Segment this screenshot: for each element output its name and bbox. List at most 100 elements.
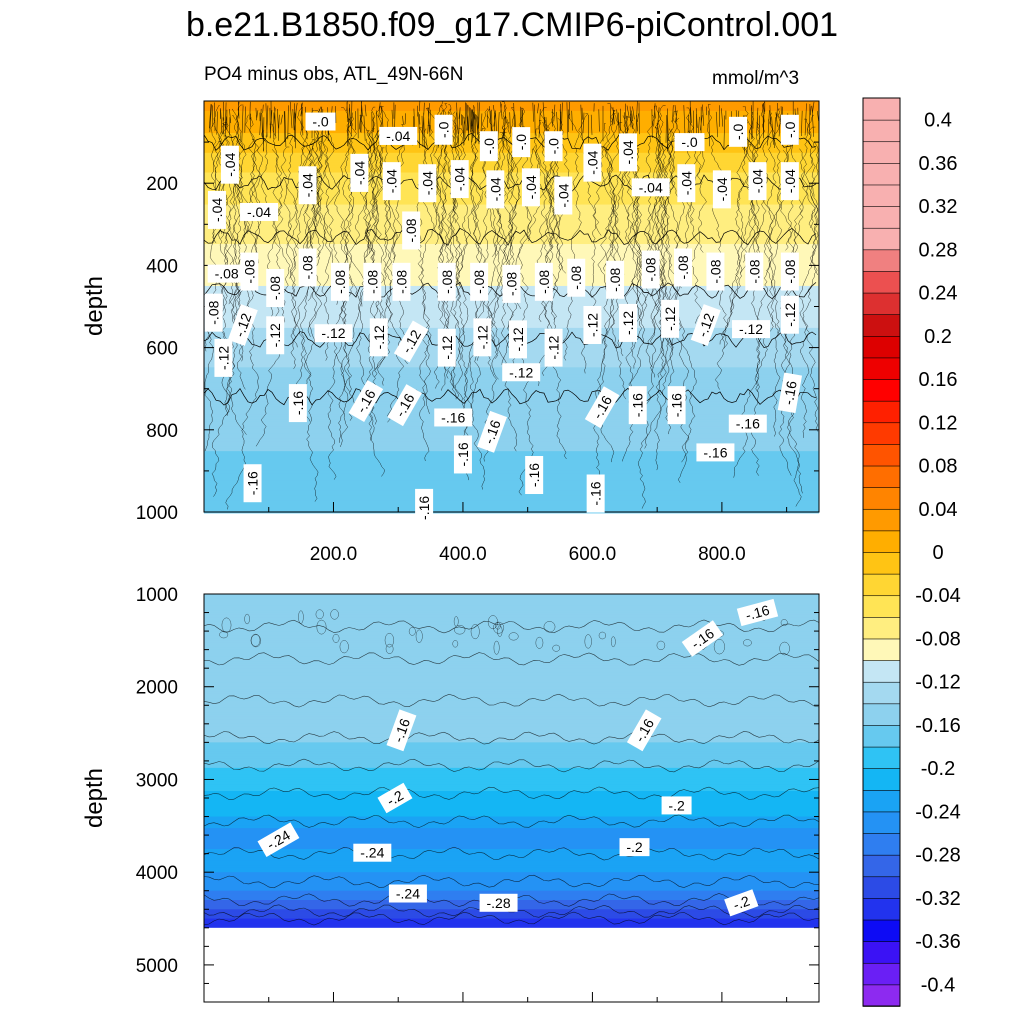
contour-label-box xyxy=(207,190,226,229)
upper-fill-band xyxy=(204,244,819,248)
contour-label-box xyxy=(521,168,540,207)
lower-fill-band xyxy=(204,712,819,716)
contour-label-box xyxy=(214,338,233,377)
upper-contour-label-54: -.12 xyxy=(508,320,527,359)
lower-fill-band xyxy=(204,823,819,827)
upper-fill-band xyxy=(204,443,819,447)
lower-fill-band xyxy=(204,763,819,767)
contour-label-box xyxy=(512,127,531,158)
upper-contour-boundary xyxy=(203,132,817,152)
upper-contour-label-7: -.0 xyxy=(729,116,748,147)
upper-fill-band xyxy=(204,416,819,420)
lower-fill-band xyxy=(204,916,819,920)
upper-fill-band xyxy=(204,465,819,470)
lower-contour-line xyxy=(203,758,820,773)
upper-fill-band xyxy=(204,448,819,452)
lower-contour-eddy xyxy=(332,633,340,643)
colorbar-box xyxy=(862,465,901,488)
upper-contour-label-1: -.04 xyxy=(379,126,418,145)
lower-fill-band xyxy=(204,772,819,776)
upper-fill-band xyxy=(204,382,819,386)
lower-contour-eddy xyxy=(339,640,349,654)
lower-fill-band xyxy=(204,665,819,669)
upper-fill-band xyxy=(204,461,819,465)
contour-label-text: -.04 xyxy=(620,140,636,164)
contour-label-box xyxy=(220,145,239,184)
upper-contour-label-47: -.12 xyxy=(227,304,258,346)
contour-label-text: -.04 xyxy=(452,167,468,191)
colorbar-tick-label: -0.04 xyxy=(915,585,961,607)
upper-contour-label-34: -.08 xyxy=(392,262,411,301)
upper-fill-band xyxy=(204,495,819,499)
upper-fill-band xyxy=(204,463,819,467)
contour-label-text: -.12 xyxy=(439,335,455,359)
colorbar-tick-label: -0.4 xyxy=(921,974,955,996)
contour-label-box xyxy=(387,384,422,427)
colorbar-box xyxy=(862,400,901,424)
upper-ytick-label: 800 xyxy=(146,421,178,442)
lower-contour-label-10: -.28 xyxy=(479,893,518,912)
contour-label-text: -.24 xyxy=(396,886,420,902)
upper-fill-band xyxy=(204,502,819,507)
upper-fill-band xyxy=(204,485,819,489)
lower-fill-band xyxy=(204,640,819,644)
upper-fill-band xyxy=(204,145,819,149)
upper-contour-label-59: -.12 xyxy=(690,304,721,346)
colorbar-box xyxy=(862,249,901,272)
lower-ylabel: depth xyxy=(81,768,108,828)
contour-label-text: -.08 xyxy=(267,276,283,300)
lower-fill-band xyxy=(204,913,819,917)
upper-fill-band xyxy=(204,414,819,418)
upper-fill-band xyxy=(204,199,819,203)
upper-contour-label-71: -.16 xyxy=(667,386,686,425)
upper-fill-band xyxy=(204,189,819,193)
upper-contour-label-46: -.08 xyxy=(204,293,223,332)
upper-fill-band xyxy=(204,174,819,179)
lower-contour-eddy xyxy=(497,625,503,637)
lower-fill-band xyxy=(204,700,819,704)
lower-fill-band xyxy=(204,821,819,825)
lower-fill-band xyxy=(204,825,819,829)
upper-fill-band xyxy=(204,431,819,435)
lower-fill-band xyxy=(204,765,819,769)
lower-contour-line xyxy=(203,911,820,926)
contour-label-box xyxy=(508,320,527,359)
contour-label-box xyxy=(470,262,489,301)
upper-fill-band xyxy=(204,241,819,245)
colorbar-box xyxy=(862,227,901,251)
lower-fill-band xyxy=(204,842,819,845)
lower-fill-band xyxy=(204,839,819,843)
colorbar-tick-label: 0.32 xyxy=(919,196,958,218)
lower-fill-band xyxy=(204,760,819,764)
colorbar-tick-label: -0.08 xyxy=(915,628,961,650)
contour-label-box xyxy=(434,408,473,427)
upper-fill-band xyxy=(204,101,819,105)
colorbar-tick-label: 0 xyxy=(932,542,943,564)
upper-contour-label-37: -.08 xyxy=(502,264,521,303)
colorbar-box xyxy=(862,724,901,748)
lower-fill-band xyxy=(204,635,819,639)
lower-contour-eddy xyxy=(543,621,556,633)
upper-fill-band xyxy=(204,384,819,388)
lower-ytick-label: 3000 xyxy=(136,770,178,791)
upper-contour-label-38: -.08 xyxy=(534,262,553,301)
lower-fill-band xyxy=(204,807,819,811)
colorbar-box xyxy=(862,184,901,207)
upper-contour-label-33: -.08 xyxy=(363,262,382,301)
lower-fill-band xyxy=(204,698,819,702)
lower-fill-band xyxy=(204,626,819,630)
upper-contour-label-55: -.12 xyxy=(544,328,563,367)
contour-label-box xyxy=(736,598,779,627)
contour-label-text: -.16 xyxy=(441,409,465,425)
upper-contour-label-48: -.12 xyxy=(266,316,285,355)
upper-fill-band xyxy=(204,394,819,398)
lower-fill-band xyxy=(204,716,819,720)
contour-label-text: -.04 xyxy=(750,169,766,193)
upper-fill-band xyxy=(204,137,819,142)
lower-fill-band xyxy=(204,679,819,683)
upper-fill-band xyxy=(204,359,819,363)
contour-label-text: -.2 xyxy=(731,892,752,913)
lower-fill-band xyxy=(204,862,819,866)
contour-label-text: -.28 xyxy=(486,895,510,911)
